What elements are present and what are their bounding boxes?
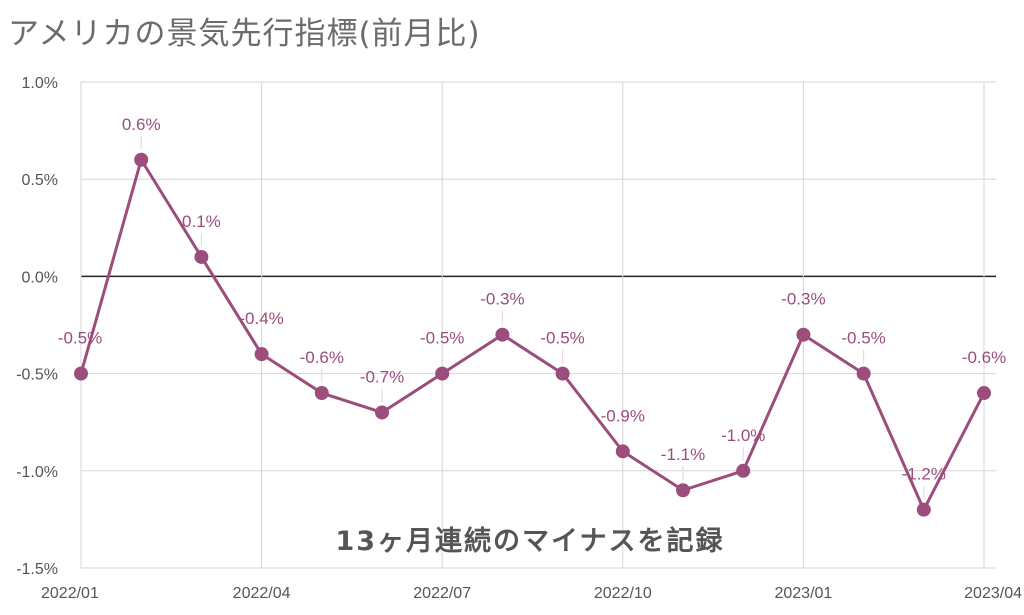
data-point: [435, 366, 450, 381]
data-label: -0.5%: [420, 329, 464, 348]
data-point: [495, 327, 510, 342]
data-point: [977, 386, 991, 401]
series-layer: [74, 152, 991, 517]
x-tick-label: 2023/04: [964, 585, 1022, 602]
chart-title: アメリカの景気先行指標(前月比): [8, 16, 481, 52]
data-point: [796, 327, 811, 342]
data-point: [676, 483, 690, 498]
data-point: [736, 463, 751, 478]
y-tick-label: 0.5%: [22, 172, 58, 189]
y-axis-ticks: 1.0% 0.5% 0.0% -0.5% -1.0% -1.5%: [16, 75, 58, 578]
data-point: [375, 405, 389, 420]
x-tick-label: 2022/01: [41, 585, 99, 602]
y-tick-label: 0.0%: [22, 269, 58, 286]
y-tick-label: -1.0%: [16, 464, 58, 481]
data-label: -0.6%: [962, 348, 1006, 367]
x-tick-label: 2022/04: [233, 585, 291, 602]
data-label: -0.4%: [239, 309, 283, 328]
data-label: -0.7%: [360, 367, 404, 386]
data-point: [916, 502, 931, 517]
data-label: -1.2%: [902, 465, 946, 484]
grid-lines: [80, 81, 996, 569]
data-point: [856, 366, 871, 381]
data-point: [254, 347, 269, 362]
x-tick-label: 2023/01: [774, 585, 832, 602]
x-axis-ticks: 2022/01 2022/04 2022/07 2022/10 2023/01 2023/…: [41, 585, 1022, 602]
data-label: 0.1%: [182, 212, 221, 231]
y-tick-label: -1.5%: [16, 561, 58, 578]
y-tick-label: -0.5%: [16, 367, 58, 384]
x-tick-label: 2022/07: [413, 585, 471, 602]
x-tick-label: 2022/10: [594, 585, 652, 602]
data-point: [194, 249, 209, 264]
data-label: -0.3%: [480, 290, 524, 309]
data-point: [555, 366, 570, 381]
data-label: -1.0%: [721, 426, 765, 445]
data-label: -0.5%: [540, 329, 584, 348]
y-tick-label: 1.0%: [22, 75, 58, 92]
data-label: 0.6%: [122, 115, 161, 134]
data-label: -0.6%: [300, 348, 344, 367]
data-point: [615, 444, 630, 459]
data-label: -0.5%: [841, 329, 885, 348]
data-label: -1.1%: [661, 445, 705, 464]
series-line: [79, 158, 986, 512]
data-point: [74, 366, 88, 381]
data-point: [134, 152, 149, 167]
data-label: -0.3%: [781, 290, 825, 309]
data-point: [314, 386, 329, 401]
chart-annotation: 13ヶ月連続のマイナスを記録: [335, 525, 724, 557]
data-label: -0.9%: [601, 406, 645, 425]
data-labels: -0.5% 0.6% 0.1% -0.4% -0.6% -0.7% -0.5% -0.3% -0…: [58, 115, 1006, 500]
data-label: -0.5%: [58, 329, 102, 348]
